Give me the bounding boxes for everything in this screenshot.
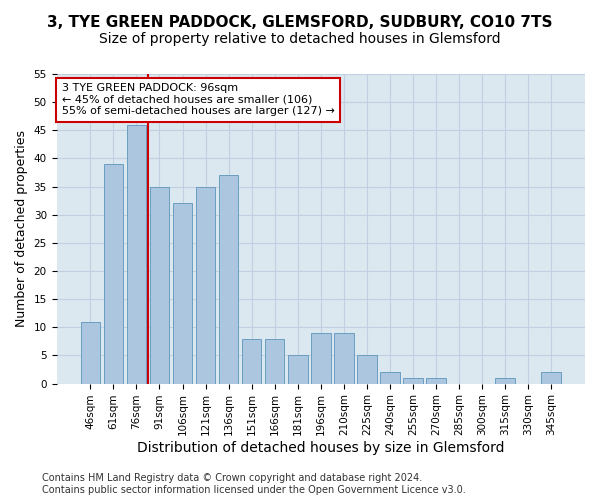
Bar xyxy=(357,356,377,384)
Bar xyxy=(173,204,193,384)
Bar xyxy=(541,372,561,384)
Bar xyxy=(242,338,262,384)
Bar xyxy=(403,378,423,384)
Bar xyxy=(426,378,446,384)
X-axis label: Distribution of detached houses by size in Glemsford: Distribution of detached houses by size … xyxy=(137,441,505,455)
Text: Size of property relative to detached houses in Glemsford: Size of property relative to detached ho… xyxy=(99,32,501,46)
Bar xyxy=(334,333,353,384)
Text: Contains HM Land Registry data © Crown copyright and database right 2024.
Contai: Contains HM Land Registry data © Crown c… xyxy=(42,474,466,495)
Bar xyxy=(496,378,515,384)
Bar xyxy=(196,186,215,384)
Text: 3, TYE GREEN PADDOCK, GLEMSFORD, SUDBURY, CO10 7TS: 3, TYE GREEN PADDOCK, GLEMSFORD, SUDBURY… xyxy=(47,15,553,30)
Bar xyxy=(311,333,331,384)
Y-axis label: Number of detached properties: Number of detached properties xyxy=(15,130,28,328)
Bar xyxy=(380,372,400,384)
Bar xyxy=(127,124,146,384)
Text: 3 TYE GREEN PADDOCK: 96sqm
← 45% of detached houses are smaller (106)
55% of sem: 3 TYE GREEN PADDOCK: 96sqm ← 45% of deta… xyxy=(62,84,335,116)
Bar xyxy=(265,338,284,384)
Bar xyxy=(104,164,123,384)
Bar xyxy=(80,322,100,384)
Bar xyxy=(288,356,308,384)
Bar xyxy=(149,186,169,384)
Bar xyxy=(219,176,238,384)
